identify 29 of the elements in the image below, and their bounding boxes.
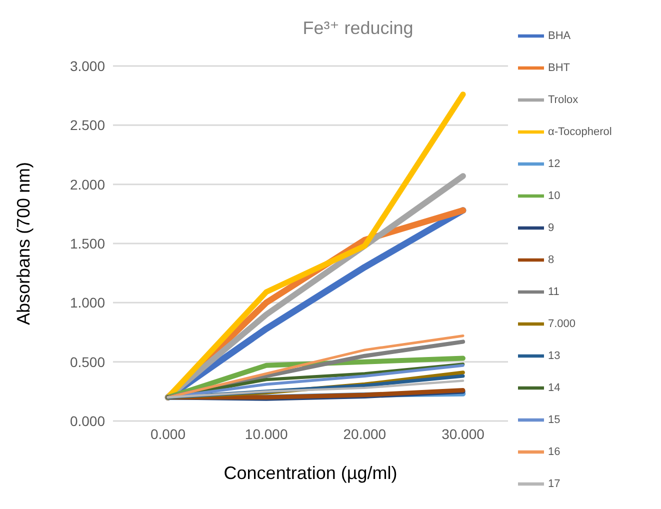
y-tick-label: 0.000	[70, 412, 106, 429]
x-tick-label: 30.000	[442, 426, 485, 442]
legend-label: 17	[548, 478, 560, 490]
legend-label: 7.000	[548, 318, 576, 330]
legend-label: 14	[548, 382, 560, 394]
y-tick-label: 3.000	[70, 58, 106, 74]
legend-label: 8	[548, 254, 554, 266]
x-tick-label: 0.000	[150, 426, 186, 442]
legend-label: 16	[548, 446, 560, 458]
legend-label: α-Tocopherol	[548, 126, 612, 138]
x-axis-title: Concentration (µg/ml)	[224, 463, 398, 483]
legend-label: BHA	[548, 30, 571, 42]
y-tick-label: 2.000	[70, 176, 106, 192]
y-tick-label: 2.500	[70, 117, 106, 134]
legend-label: 9	[548, 222, 554, 234]
y-tick-label: 0.500	[70, 354, 106, 370]
y-axis-title: Absorbans (700 nm)	[13, 162, 34, 326]
legend-label: 11	[548, 286, 560, 298]
legend-label: 15	[548, 414, 560, 426]
legend-label: 10	[548, 190, 560, 202]
y-tick-label: 1.500	[70, 235, 106, 252]
chart-title: Fe³⁺ reducing	[302, 18, 414, 39]
x-tick-label: 20.000	[343, 426, 386, 442]
x-tick-label: 10.000	[244, 426, 288, 442]
legend-label: Trolox	[548, 94, 578, 106]
legend-label: 12	[548, 158, 560, 170]
legend-label: BHT	[548, 62, 570, 74]
legend-label: 13	[548, 350, 560, 362]
y-tick-label: 1.000	[70, 294, 106, 311]
